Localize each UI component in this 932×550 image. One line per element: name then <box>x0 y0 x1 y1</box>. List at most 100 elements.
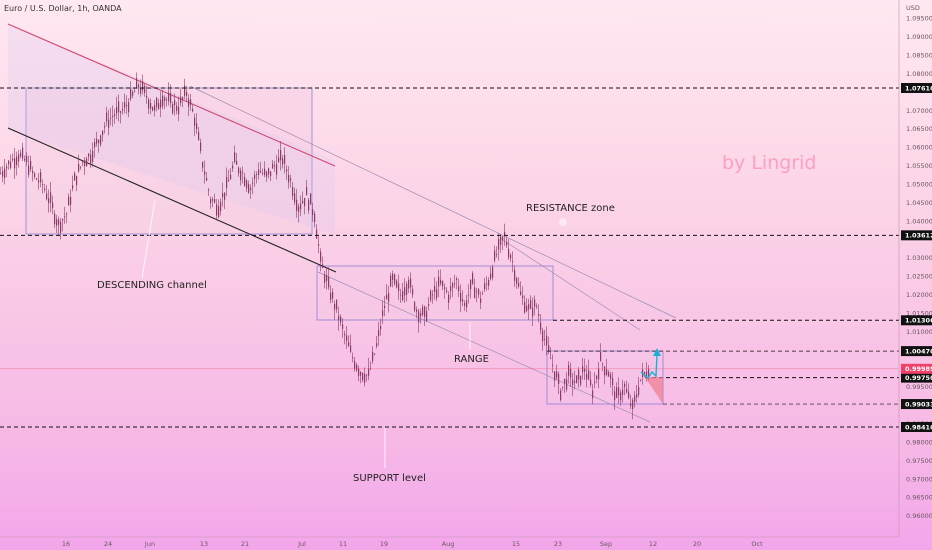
candle-body <box>108 119 110 129</box>
candle-body <box>320 251 322 262</box>
x-tick-label: 13 <box>200 540 208 548</box>
channel-lower-line <box>7 127 337 273</box>
candle-body <box>168 92 170 102</box>
x-tick-label: Jul <box>297 540 306 548</box>
candle-body <box>588 370 590 380</box>
candle-body <box>428 304 430 306</box>
candle-body <box>542 330 544 342</box>
chart-title: Euro / U.S. Dollar, 1h, OANDA <box>4 4 122 13</box>
candle-body <box>350 345 352 352</box>
candle-body <box>52 202 54 209</box>
candle-body <box>172 104 174 114</box>
level-badge <box>901 230 932 241</box>
candle-body <box>498 238 500 250</box>
candle-body <box>178 106 180 115</box>
candle-body <box>310 193 312 205</box>
candle-body <box>58 219 60 225</box>
x-tick-label: Jun <box>144 540 155 548</box>
y-tick-label: 1.04000 <box>906 217 932 225</box>
candle-body <box>132 91 134 96</box>
candle-body <box>530 300 532 309</box>
candle-body <box>40 172 42 183</box>
candle-body <box>312 209 314 216</box>
candle-body <box>556 371 558 378</box>
y-tick-label: 1.09500 <box>906 15 932 23</box>
x-tick-label: 21 <box>241 540 249 548</box>
candle-body <box>240 170 242 181</box>
candle-body <box>82 162 84 163</box>
candle-body <box>514 269 516 281</box>
candle-body <box>14 158 16 169</box>
level-badge <box>901 399 932 410</box>
candle-body <box>258 169 260 175</box>
candle-body <box>580 375 582 385</box>
candle-body <box>572 379 574 385</box>
candle-body <box>372 351 374 362</box>
candle-body <box>600 352 602 362</box>
x-tick-label: 20 <box>693 540 701 548</box>
y-tick-label: 1.04500 <box>906 199 932 207</box>
candle-body <box>10 162 12 168</box>
candle-body <box>422 306 424 315</box>
candle-body <box>614 391 616 401</box>
candle-body <box>96 138 98 144</box>
candle-body <box>270 171 272 177</box>
level-badge-label: 0.99033 <box>905 400 932 408</box>
candle-body <box>344 333 346 336</box>
candle-body <box>406 283 408 295</box>
candle-body <box>180 96 182 104</box>
candle-body <box>622 389 624 395</box>
candle-body <box>288 174 290 183</box>
candle-body <box>78 163 80 172</box>
candle-body <box>252 183 254 185</box>
level-badge-label: 1.07610 <box>905 84 932 92</box>
y-tick-label: 1.06000 <box>906 144 932 152</box>
candle-body <box>146 95 148 98</box>
y-tick-label: 0.96000 <box>906 512 932 520</box>
candle-body <box>576 375 578 384</box>
candle-body <box>174 99 176 105</box>
candle-body <box>2 170 4 177</box>
candle-body <box>526 305 528 312</box>
candle-body <box>346 335 348 341</box>
candle-body <box>630 403 632 406</box>
candle-body <box>156 97 158 107</box>
candle-body <box>272 163 274 169</box>
candle-body <box>166 99 168 101</box>
resistance-marker-icon <box>559 218 567 226</box>
x-tick-label: 24 <box>104 540 112 548</box>
candle-body <box>492 267 494 278</box>
candle-body <box>446 290 448 292</box>
candle-body <box>464 303 466 306</box>
projection-arrow-icon <box>653 348 661 356</box>
y-tick-label: 1.09000 <box>906 33 932 41</box>
candle-body <box>440 279 442 284</box>
candle-body <box>402 291 404 300</box>
candle-body <box>374 353 376 355</box>
candle-body <box>466 300 468 308</box>
candle-body <box>280 149 282 161</box>
candle-body <box>76 175 78 186</box>
candle-body <box>432 294 434 296</box>
candle-body <box>356 364 358 371</box>
candle-body <box>86 158 88 167</box>
candle-body <box>506 242 508 246</box>
y-tick-label: 1.02000 <box>906 291 932 299</box>
candle-body <box>98 139 100 144</box>
candle-body <box>640 379 642 381</box>
candle-body <box>594 382 596 384</box>
level-badge <box>901 346 932 357</box>
candle-body <box>264 168 266 175</box>
candle-body <box>302 200 304 204</box>
candle-body <box>636 394 638 398</box>
x-tick-label: 23 <box>554 540 562 548</box>
candle-body <box>74 173 76 181</box>
candle-body <box>300 203 302 210</box>
candle-body <box>142 81 144 91</box>
risk-zone <box>645 377 663 404</box>
candle-body <box>378 329 380 337</box>
candle-body <box>502 236 504 241</box>
candle-body <box>266 171 268 177</box>
annotation-support: SUPPORT level <box>353 473 426 484</box>
